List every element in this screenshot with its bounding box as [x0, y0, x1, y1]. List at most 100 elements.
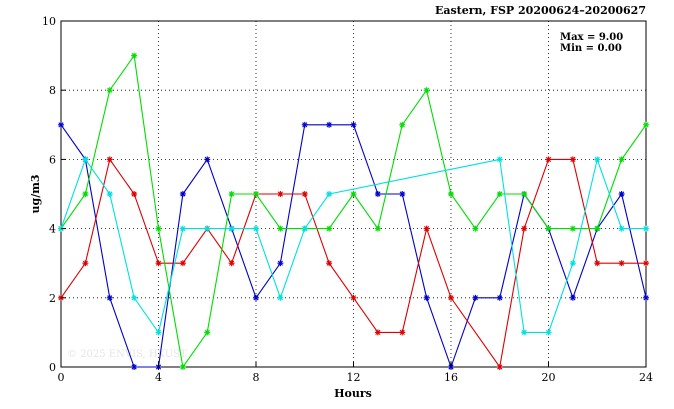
data-point: [569, 260, 576, 267]
data-point: [423, 87, 430, 94]
data-point: [277, 294, 284, 301]
data-point: [423, 294, 430, 301]
data-point: [301, 191, 308, 197]
y-tick-label: 4: [49, 223, 56, 236]
data-point: [521, 329, 528, 336]
data-point: [326, 225, 333, 232]
data-point: [350, 294, 357, 301]
series-2: [58, 156, 649, 370]
data-point: [618, 225, 625, 232]
data-point: [521, 191, 528, 197]
data-point: [228, 260, 235, 267]
data-point: [545, 329, 552, 336]
series-layer: [58, 52, 649, 370]
data-point: [204, 329, 211, 336]
data-point: [374, 329, 381, 336]
data-point: [82, 260, 89, 267]
data-point: [106, 294, 113, 301]
data-point: [618, 260, 625, 267]
series-3: [58, 52, 649, 370]
data-point: [399, 121, 406, 128]
data-point: [131, 52, 138, 59]
data-point: [618, 156, 625, 163]
x-tick-label: 16: [444, 371, 458, 384]
data-point: [399, 191, 406, 197]
data-point: [326, 191, 333, 197]
data-point: [496, 364, 503, 370]
y-tick-label: 8: [49, 84, 56, 97]
data-point: [58, 121, 64, 128]
data-point: [594, 225, 601, 232]
data-point: [472, 294, 479, 301]
data-point: [569, 294, 576, 301]
data-point: [374, 225, 381, 232]
data-point: [643, 294, 649, 301]
y-tick-label: 6: [49, 153, 56, 166]
min-label: Min = 0.00: [560, 43, 622, 54]
data-point: [82, 191, 89, 197]
data-point: [521, 225, 528, 232]
x-tick-label: 24: [639, 371, 653, 384]
series-line: [60, 54, 647, 369]
data-point: [253, 225, 259, 232]
data-point: [374, 191, 381, 197]
data-point: [643, 225, 649, 232]
data-point: [545, 156, 552, 163]
data-point: [326, 260, 333, 267]
data-point: [82, 156, 89, 163]
data-point: [277, 191, 284, 197]
data-point: [423, 225, 430, 232]
data-point: [204, 225, 211, 232]
data-point: [131, 191, 138, 197]
data-point: [545, 225, 552, 232]
x-tick-label: 12: [347, 371, 361, 384]
data-point: [179, 225, 186, 232]
data-point: [643, 260, 649, 267]
data-point: [496, 156, 503, 163]
data-point: [155, 329, 162, 336]
data-point: [569, 225, 576, 232]
data-point: [496, 191, 503, 197]
watermark: © 2025 ENVIS, HKUST: [67, 349, 187, 360]
series-4: [58, 156, 649, 336]
data-point: [594, 260, 601, 267]
y-tick-label: 10: [42, 15, 56, 28]
x-axis-label: Hours: [334, 387, 372, 400]
data-point: [301, 225, 308, 232]
max-label: Max = 9.00: [560, 32, 623, 43]
data-point: [594, 156, 601, 163]
data-point: [106, 156, 113, 163]
data-point: [350, 191, 357, 197]
data-point: [350, 121, 357, 128]
y-tick-label: 0: [49, 361, 56, 374]
data-point: [179, 260, 186, 267]
data-point: [179, 191, 186, 197]
data-point: [569, 156, 576, 163]
y-tick-label: 2: [49, 292, 56, 305]
data-point: [277, 260, 284, 267]
data-point: [277, 225, 284, 232]
data-point: [106, 87, 113, 94]
data-point: [496, 294, 503, 301]
data-point: [326, 121, 333, 128]
data-point: [228, 191, 235, 197]
y-axis-label: ug/m3: [29, 175, 42, 214]
data-point: [448, 191, 454, 197]
data-point: [204, 156, 211, 163]
chart-title: Eastern, FSP 20200624–20200627: [435, 4, 646, 17]
x-tick-label: 4: [155, 371, 162, 384]
data-point: [448, 294, 454, 301]
data-point: [253, 191, 259, 197]
data-point: [131, 294, 138, 301]
data-point: [179, 364, 186, 370]
data-point: [399, 329, 406, 336]
x-tick-label: 20: [542, 371, 556, 384]
data-point: [131, 364, 138, 370]
data-point: [618, 191, 625, 197]
data-point: [106, 191, 113, 197]
data-point: [253, 294, 259, 301]
series-line: [60, 158, 646, 369]
data-point: [472, 225, 479, 232]
